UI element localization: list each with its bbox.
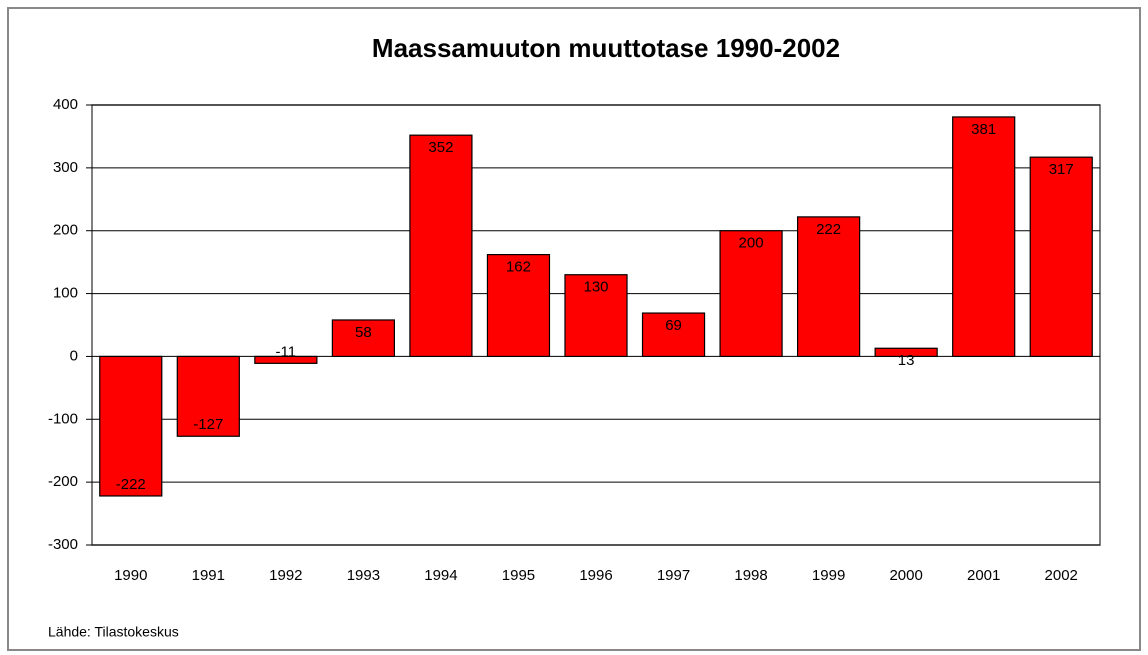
y-tick-label: -200	[48, 473, 78, 490]
y-tick-label: 200	[53, 222, 78, 239]
bar	[409, 134, 473, 358]
bar	[331, 319, 396, 358]
y-tick-label: 0	[70, 347, 78, 364]
y-tick-label: -300	[48, 536, 78, 553]
data-label: 317	[1049, 161, 1074, 178]
bar	[796, 216, 861, 358]
data-label: 69	[665, 317, 682, 334]
data-label: 13	[898, 352, 915, 369]
data-label: 162	[506, 259, 531, 276]
data-label: -11	[276, 343, 297, 360]
x-tick-label: 1991	[192, 567, 225, 584]
data-label: -222	[116, 476, 146, 493]
x-tick-label: 1996	[579, 567, 612, 584]
data-label: 200	[739, 235, 764, 252]
y-tick-label: 400	[53, 96, 78, 113]
x-tick-label: 1994	[424, 567, 457, 584]
bar	[641, 312, 706, 358]
bar	[564, 274, 628, 358]
data-label: 222	[816, 221, 841, 238]
bar	[1029, 156, 1093, 358]
bar	[99, 355, 163, 497]
y-tick-label: -100	[48, 410, 78, 427]
x-tick-label: 2001	[967, 567, 1000, 584]
source-note: Lähde: Tilastokeskus	[48, 624, 179, 640]
bar	[952, 116, 1016, 358]
x-tick-label: 1992	[269, 567, 302, 584]
y-tick-label: 100	[53, 285, 78, 302]
x-tick-label: 1990	[114, 567, 147, 584]
chart-title: Maassamuuton muuttotase 1990-2002	[372, 33, 840, 63]
bar	[486, 254, 551, 358]
x-tick-label: 2000	[889, 567, 922, 584]
bar	[254, 355, 318, 364]
data-label: 352	[428, 139, 453, 156]
x-tick-label: 2002	[1045, 567, 1078, 584]
x-tick-label: 1993	[347, 567, 380, 584]
data-label: 381	[971, 121, 996, 138]
data-label: -127	[193, 416, 223, 433]
x-tick-label: 1999	[812, 567, 845, 584]
data-label: 58	[355, 324, 372, 341]
x-tick-label: 1998	[734, 567, 767, 584]
data-label: 130	[583, 279, 608, 296]
y-tick-label: 300	[53, 159, 78, 176]
bar	[719, 230, 783, 358]
x-tick-label: 1995	[502, 567, 535, 584]
x-tick-label: 1997	[657, 567, 690, 584]
bar	[874, 347, 938, 358]
bar	[176, 355, 240, 437]
